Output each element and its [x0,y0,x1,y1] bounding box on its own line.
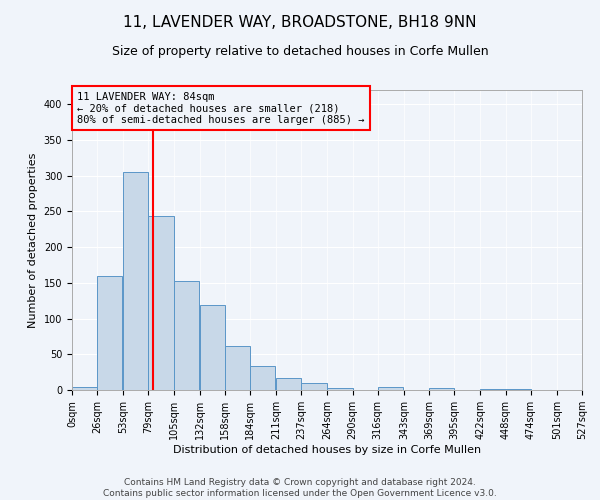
Bar [506,388,531,390]
Text: Contains HM Land Registry data © Crown copyright and database right 2024.
Contai: Contains HM Land Registry data © Crown c… [103,478,497,498]
X-axis label: Distribution of detached houses by size in Corfe Mullen: Distribution of detached houses by size … [173,445,481,455]
Text: 11 LAVENDER WAY: 84sqm
← 20% of detached houses are smaller (218)
80% of semi-de: 11 LAVENDER WAY: 84sqm ← 20% of detached… [77,92,365,124]
Bar [481,388,506,390]
Bar [301,383,326,390]
Bar [148,216,173,390]
Bar [429,388,454,390]
Bar [276,378,301,390]
Bar [225,346,250,390]
Bar [328,388,353,390]
Bar [72,387,97,390]
Y-axis label: Number of detached properties: Number of detached properties [28,152,38,328]
Bar [250,366,275,390]
Bar [200,305,225,390]
Bar [173,280,199,390]
Text: 11, LAVENDER WAY, BROADSTONE, BH18 9NN: 11, LAVENDER WAY, BROADSTONE, BH18 9NN [123,15,477,30]
Bar [123,172,148,390]
Text: Size of property relative to detached houses in Corfe Mullen: Size of property relative to detached ho… [112,45,488,58]
Bar [97,276,122,390]
Bar [378,387,403,390]
